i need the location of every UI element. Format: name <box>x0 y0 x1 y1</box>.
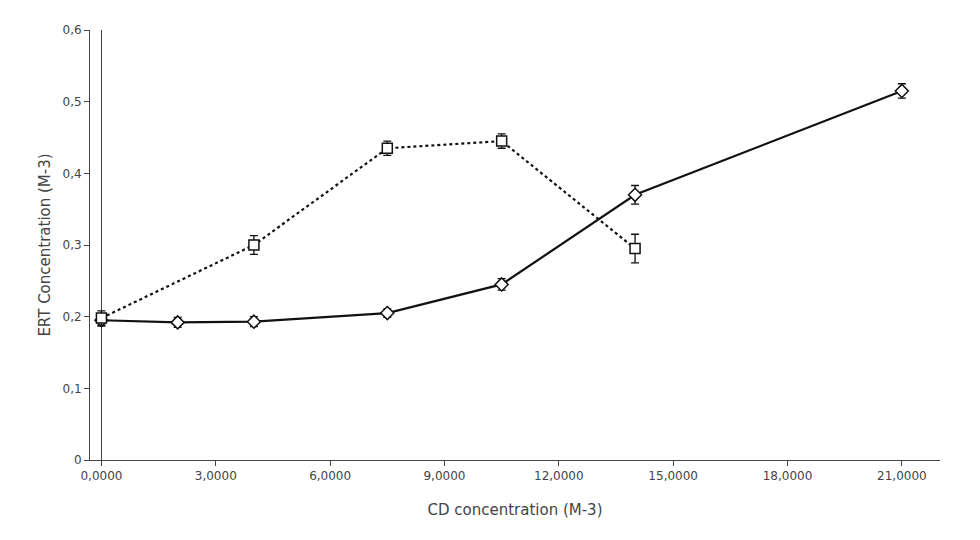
svg-text:0,3: 0,3 <box>63 238 82 252</box>
svg-text:12,0000: 12,0000 <box>534 469 584 483</box>
svg-text:3,0000: 3,0000 <box>195 469 237 483</box>
svg-text:18,0000: 18,0000 <box>763 469 813 483</box>
svg-text:0: 0 <box>74 453 82 467</box>
svg-text:9,0000: 9,0000 <box>423 469 465 483</box>
svg-text:CD concentration (M-3): CD concentration (M-3) <box>427 501 602 519</box>
svg-text:ERT Concentration (M-3): ERT Concentration (M-3) <box>36 153 54 336</box>
svg-text:0,6: 0,6 <box>63 23 82 37</box>
svg-text:21,0000: 21,0000 <box>877 469 927 483</box>
svg-text:15,0000: 15,0000 <box>648 469 698 483</box>
svg-text:0,0000: 0,0000 <box>80 469 122 483</box>
svg-text:0,4: 0,4 <box>63 167 82 181</box>
svg-text:6,0000: 6,0000 <box>309 469 351 483</box>
svg-text:0,1: 0,1 <box>63 382 82 396</box>
svg-text:0,5: 0,5 <box>63 95 82 109</box>
svg-text:0,2: 0,2 <box>63 310 82 324</box>
